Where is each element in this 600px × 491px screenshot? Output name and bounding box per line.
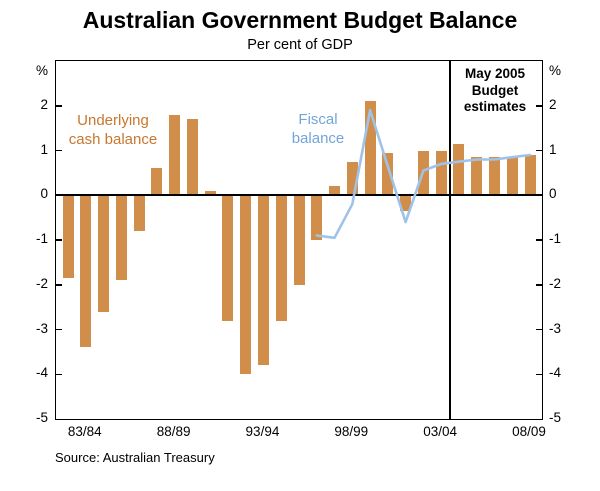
- annotation-fiscal-balance: Fiscal balance: [266, 110, 370, 148]
- y-tick-label-left--5: -5: [35, 410, 48, 425]
- annotation-estimates-line1: May 2005: [464, 66, 526, 81]
- bar-99-00: [364, 101, 376, 196]
- bar-86-87: [133, 195, 145, 232]
- annotation-estimates-line3: estimates: [463, 99, 527, 114]
- x-tick-label-88-89: 88/89: [156, 424, 191, 439]
- bar-88-89: [169, 114, 181, 196]
- annotation-fiscal-line1: Fiscal: [298, 111, 338, 128]
- bar-84-85: [98, 195, 110, 312]
- y-tick-label-left-1: 1: [40, 141, 48, 157]
- bar-85-86: [115, 195, 127, 281]
- bar-08-09: [524, 154, 536, 196]
- y-tick-label-right--3: -3: [549, 320, 562, 336]
- x-tick-label-93-94: 93/94: [245, 424, 280, 439]
- y-tick-label-right-2: 2: [549, 96, 557, 112]
- y-tick-mark-left--1: [56, 239, 62, 241]
- bar-97-98: [329, 186, 341, 196]
- estimates-divider-line: [449, 61, 451, 419]
- bar-93-94: [257, 195, 269, 366]
- annotation-may-2005-budget-estimates: May 2005 Budget estimates: [451, 66, 539, 116]
- bar-04-05: [453, 143, 465, 196]
- x-tick-label-08-09: 08/09: [512, 424, 546, 439]
- bar-95-96: [293, 195, 305, 285]
- bar-05-06: [471, 157, 483, 196]
- y-tick-mark-right--1: [536, 239, 542, 241]
- annotation-underlying-line1: Underlying: [77, 112, 149, 129]
- bar-03-04: [435, 150, 447, 196]
- x-tick-label-03-04: 03/04: [423, 424, 458, 439]
- y-tick-label-right--2: -2: [549, 275, 562, 291]
- y-tick-label-left--3: -3: [35, 320, 48, 336]
- bar-83-84: [80, 195, 92, 348]
- y-axis-unit-right: %: [549, 63, 562, 78]
- y-tick-label-right--1: -1: [549, 231, 562, 246]
- y-tick-label-left--1: -1: [35, 231, 48, 246]
- bar-89-90: [186, 119, 198, 196]
- y-tick-mark-left-1: [56, 149, 62, 152]
- y-tick-label-left--4: -4: [35, 365, 48, 381]
- bar-91-92: [222, 195, 234, 321]
- bar-07-08: [506, 157, 518, 196]
- y-tick-mark-right-1: [536, 149, 542, 152]
- x-tick-label-98-99: 98/99: [334, 424, 369, 439]
- source-note: Source: Australian Treasury: [55, 450, 215, 465]
- y-axis-unit-left: %: [35, 63, 48, 78]
- fiscal-balance-line: [315, 108, 532, 240]
- bar-82-83: [62, 195, 74, 279]
- y-tick-mark-right--2: [536, 284, 542, 286]
- bar-94-95: [275, 195, 287, 321]
- annotation-fiscal-line2: balance: [291, 130, 345, 147]
- bar-96-97: [311, 195, 323, 240]
- y-tick-mark-left--2: [56, 284, 62, 286]
- zero-line: [56, 194, 542, 197]
- y-tick-mark-right--3: [536, 328, 542, 331]
- annotation-underlying-line2: cash balance: [68, 131, 158, 148]
- y-tick-mark-left-2: [56, 105, 62, 107]
- annotation-underlying-cash-balance: Underlying cash balance: [50, 111, 176, 149]
- x-tick-label-83-84: 83/84: [67, 424, 102, 439]
- y-tick-mark-left--3: [56, 328, 62, 331]
- bar-87-88: [151, 168, 163, 196]
- y-tick-mark-left--4: [56, 373, 62, 375]
- y-tick-label-left--2: -2: [35, 275, 48, 291]
- bar-01-02: [400, 195, 412, 211]
- chart-title: Australian Government Budget Balance: [82, 7, 518, 33]
- y-tick-mark-right-2: [536, 105, 542, 107]
- y-tick-label-right-0: 0: [549, 186, 557, 202]
- fiscal-balance-polyline: [315, 108, 532, 240]
- chart-subtitle: Per cent of GDP: [247, 37, 353, 53]
- bar-90-91: [204, 190, 216, 196]
- bar-00-01: [382, 152, 394, 196]
- y-tick-mark-right--4: [536, 373, 542, 375]
- bar-06-07: [488, 157, 500, 196]
- annotation-estimates-line2: Budget: [471, 82, 519, 98]
- y-tick-label-left-2: 2: [40, 96, 48, 112]
- y-tick-label-right--5: -5: [549, 410, 562, 425]
- y-tick-label-left-0: 0: [40, 186, 48, 202]
- y-tick-label-right-1: 1: [549, 141, 557, 157]
- bar-98-99: [346, 161, 358, 196]
- plot-area: [55, 60, 543, 420]
- bar-92-93: [240, 195, 252, 375]
- y-tick-label-right--4: -4: [549, 365, 562, 381]
